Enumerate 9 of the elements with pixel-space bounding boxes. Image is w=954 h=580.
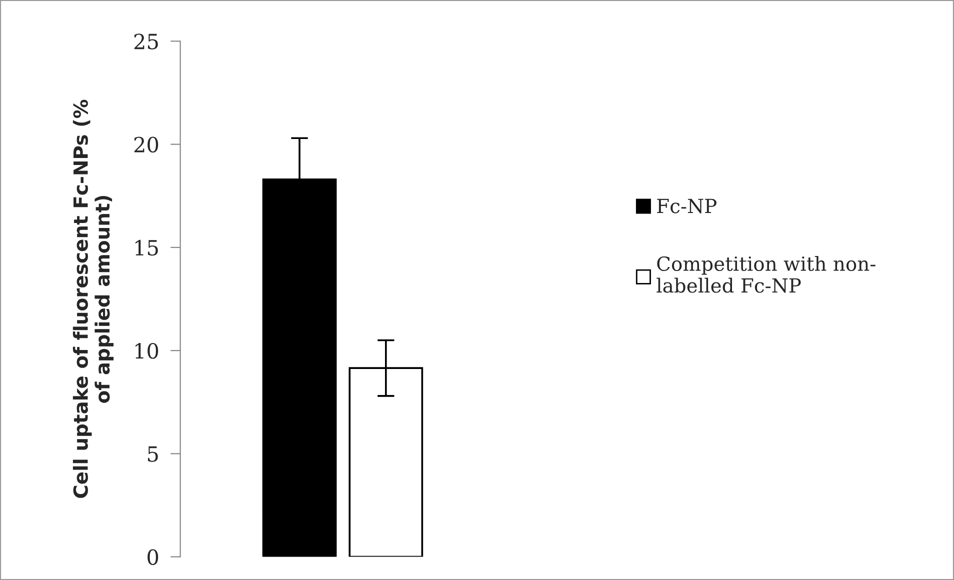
y-tick-label: 20 [134,136,158,153]
y-tick-label: 0 [148,549,158,566]
y-tick-label: 25 [134,34,158,50]
y-tick-label: 10 [136,343,158,359]
legend-label: Competition with non- labelled Fc-NP [656,256,876,293]
y-tick-label: 15 [136,240,158,256]
legend-label: Fc-NP [657,198,716,214]
y-axis-title: Cell uptake of fluorescent Fc-NPs (% of applied amount) [72,100,114,498]
y-tick-label: 5 [148,446,158,462]
